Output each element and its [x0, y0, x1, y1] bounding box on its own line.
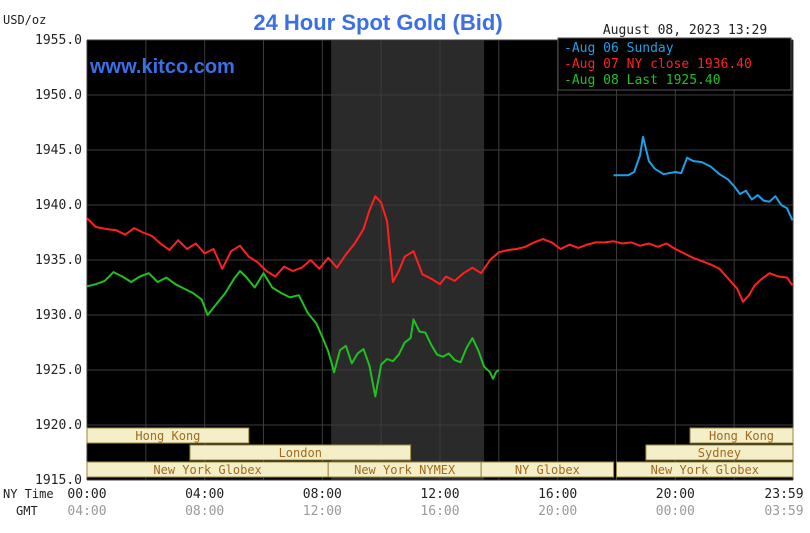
y-tick-label: 1935.0 [35, 253, 82, 268]
series-lines [86, 135, 794, 398]
x-tick-label-gmt: 08:00 [185, 504, 224, 519]
session-label: New York Globex [153, 463, 261, 477]
session-label: Hong Kong [709, 429, 774, 443]
y-tick-label: 1940.0 [35, 198, 82, 213]
x-tick-label-gmt: 03:59 [764, 504, 803, 519]
session-bar [616, 461, 794, 478]
session-label: New York NYMEX [354, 463, 456, 477]
legend-entry-1: -Aug 06 Sunday [564, 41, 674, 56]
legend-box [557, 37, 792, 91]
x-tick-label-gmt: 00:00 [656, 504, 695, 519]
y-tick-label: 1915.0 [35, 473, 82, 488]
legend: -Aug 06 Sunday-Aug 07 NY close 1936.40-A… [557, 37, 792, 91]
session-label: Sydney [698, 446, 741, 460]
x-tick-label-ny: 16:00 [538, 487, 577, 502]
y-tick-label: 1920.0 [35, 418, 82, 433]
x-tick-label-ny: 04:00 [185, 487, 224, 502]
session-label: NY Globex [515, 463, 580, 477]
y-tick-label: 1930.0 [35, 308, 82, 323]
session-label: New York Globex [651, 463, 759, 477]
watermark-brand: www.kitco.com [89, 56, 235, 78]
session-bar [189, 444, 412, 461]
x-tick-label-ny: 08:00 [303, 487, 342, 502]
legend-entry-2: -Aug 07 NY close 1936.40 [564, 57, 752, 72]
session-label: Hong Kong [135, 429, 200, 443]
x-tick-label-gmt: 20:00 [538, 504, 577, 519]
x-tick-label-ny: 20:00 [656, 487, 695, 502]
y-tick-label: 1925.0 [35, 363, 82, 378]
x-tick-label-gmt: 12:00 [303, 504, 342, 519]
series-line-3 [86, 270, 500, 398]
grid-lines [86, 39, 794, 481]
ny-time-label: NY Time [3, 487, 54, 501]
units-label: USD/oz [3, 13, 46, 27]
x-tick-label-ny: 00:00 [67, 487, 106, 502]
x-tick-label-ny: 12:00 [420, 487, 459, 502]
session-bar [645, 444, 794, 461]
y-tick-label: 1955.0 [35, 33, 82, 48]
series-line-1 [613, 135, 794, 221]
legend-entry-3: -Aug 08 Last 1925.40 [564, 73, 721, 88]
chart-title: 24 Hour Spot Gold (Bid) [253, 10, 502, 35]
session-bar [86, 427, 250, 444]
y-tick-label: 1950.0 [35, 88, 82, 103]
gmt-label: GMT [16, 504, 38, 518]
x-tick-label-ny: 23:59 [764, 487, 803, 502]
y-tick-label: 1945.0 [35, 143, 82, 158]
x-tick-label-gmt: 16:00 [420, 504, 459, 519]
timestamp: August 08, 2023 13:29 [603, 23, 767, 38]
series-line-2 [86, 195, 794, 303]
x-tick-label-gmt: 04:00 [67, 504, 106, 519]
session-bar [480, 461, 615, 478]
y-axis: 1915.0 1920.0 1925.0 1930.0 1935.0 1940.0 1945… [35, 33, 82, 488]
market-sessions: Hong Kong Hong Kong London Sydney New York G… [86, 427, 794, 478]
session-label: London [279, 446, 322, 460]
session-bar [689, 427, 794, 444]
x-axis: 00:00 04:00 04:00 08:00 08:00 12:00 12:00 16:00… [67, 487, 803, 519]
